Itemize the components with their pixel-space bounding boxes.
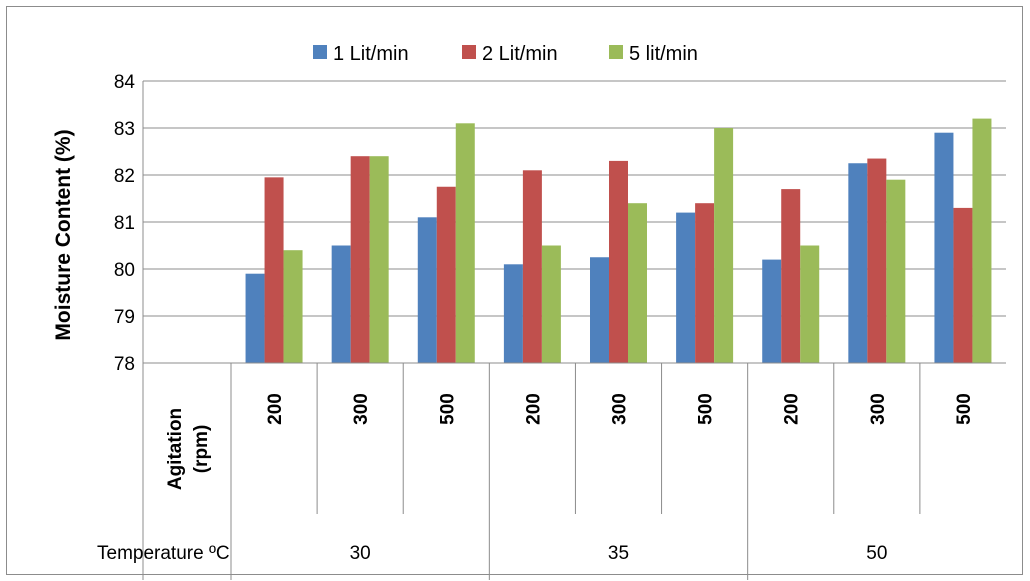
temperature-value: 35 <box>608 543 629 564</box>
y-tick-label: 80 <box>114 260 135 281</box>
legend-label: 1 Lit/min <box>333 43 409 65</box>
legend-swatch <box>462 45 476 59</box>
category-label: 300 <box>610 393 631 425</box>
y-tick-label: 81 <box>114 213 135 234</box>
bar <box>455 123 475 363</box>
bar <box>953 207 973 363</box>
y-tick-label: 82 <box>114 166 135 187</box>
legend: 1 Lit/min 2 Lit/min 5 lit/min <box>313 43 698 65</box>
y-tick-labels: 78 79 80 81 82 83 84 <box>114 72 136 375</box>
y-tick-label: 83 <box>114 119 135 140</box>
category-label: 500 <box>696 393 717 425</box>
legend-label: 5 lit/min <box>629 43 698 65</box>
bar <box>331 245 351 363</box>
legend-swatch <box>313 45 327 59</box>
bar <box>503 264 523 363</box>
bar <box>714 128 734 363</box>
category-label: 300 <box>868 393 889 425</box>
axes <box>142 81 1006 364</box>
bar <box>886 179 906 363</box>
y-tick-label: 84 <box>114 72 136 93</box>
bar <box>369 156 389 363</box>
temperature-value: 30 <box>350 543 371 564</box>
temperature-value: 50 <box>866 543 887 564</box>
bar <box>848 163 868 363</box>
bar <box>350 156 370 363</box>
legend-label: 2 Lit/min <box>482 43 558 65</box>
bar <box>781 189 801 363</box>
temperature-label: Temperature ºC <box>97 543 230 564</box>
bar <box>934 132 954 363</box>
category-label: 500 <box>954 393 975 425</box>
bar <box>283 250 303 363</box>
y-tick-label: 78 <box>114 354 135 375</box>
chart-frame <box>6 6 1023 575</box>
bar <box>522 170 542 363</box>
bar <box>245 273 265 363</box>
category-label: 200 <box>265 393 286 425</box>
agitation-label-line2: (rpm) <box>191 425 212 474</box>
bar <box>867 158 887 363</box>
bar <box>264 177 284 363</box>
category-table: 200 300 500 200 300 500 200 300 500 30 35 50 <box>142 363 975 580</box>
bar <box>609 160 628 363</box>
legend-swatch <box>609 45 623 59</box>
bar <box>417 217 437 363</box>
category-label: 300 <box>351 393 372 425</box>
bar <box>800 245 820 363</box>
category-label: 200 <box>523 393 544 425</box>
y-axis-title: Moisture Content (%) <box>52 129 75 340</box>
bar <box>590 257 609 363</box>
y-tick-label: 79 <box>114 307 135 328</box>
bar <box>676 212 696 363</box>
bar <box>762 259 782 363</box>
bar <box>695 203 715 363</box>
bar <box>436 186 456 363</box>
category-label: 200 <box>782 393 803 425</box>
category-label: 500 <box>437 393 458 425</box>
bars <box>245 118 992 363</box>
bar <box>972 118 992 363</box>
bar <box>541 245 561 363</box>
bar <box>628 203 647 363</box>
agitation-label-line1: Agitation <box>165 408 186 490</box>
